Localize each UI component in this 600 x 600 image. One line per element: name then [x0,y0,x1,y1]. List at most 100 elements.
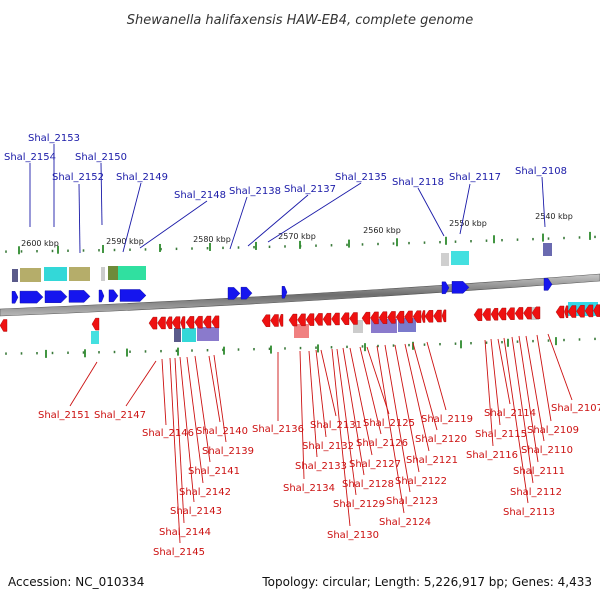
axis-tick-label: 2580 kbp [193,235,231,244]
label-leader-line [186,356,204,484]
gene-label[interactable]: Shal_2137 [284,184,336,195]
gene-label[interactable]: Shal_2153 [28,133,80,144]
gene-label[interactable]: Shal_2136 [252,424,304,435]
axis-tick [408,241,410,245]
gene-label[interactable]: Shal_2132 [302,441,354,452]
label-leader-line [404,343,430,452]
gene-label[interactable]: Shal_2151 [38,410,90,421]
gene-label[interactable]: Shal_2113 [503,507,555,518]
gene-label[interactable]: Shal_2152 [52,172,104,183]
axis-tick [84,349,86,358]
gene-label[interactable]: Shal_2131 [310,420,362,431]
gene-label[interactable]: Shal_2140 [196,426,248,437]
gene-label[interactable]: Shal_2150 [75,152,127,163]
axis-tick [470,239,472,243]
label-leader-line [511,336,534,484]
gene-label[interactable]: Shal_2124 [379,517,431,528]
gene-label[interactable]: Shal_2110 [521,445,573,456]
gene-label[interactable]: Shal_2129 [333,499,385,510]
map-title: Shewanella halifaxensis HAW-EB4, complet… [127,13,473,28]
label-leader-line [308,350,318,458]
forward-gene-arrow [98,289,105,303]
axis-tick [423,241,426,244]
genome-summary-text: Topology: circular; Length: 5,226,917 bp… [261,575,592,589]
gene-label[interactable]: Shal_2141 [188,466,240,477]
label-leader-line [331,348,351,527]
gene-label[interactable]: Shal_2125 [363,418,415,429]
gene-label[interactable]: Shal_2126 [356,438,408,449]
reverse-gene-arrow [593,304,600,317]
axis-tick [485,239,488,242]
axis-tick [547,339,550,342]
axis-tick [501,238,503,242]
reverse-gene-arrow [270,314,279,327]
gene-label[interactable]: Shal_2107 [551,403,600,414]
feature-block [182,328,196,342]
forward-gene-arrow [451,281,470,294]
label-leader-line [213,354,227,443]
gene-label[interactable]: Shal_2119 [421,414,473,425]
gene-label[interactable]: Shal_2134 [283,483,335,494]
gene-label[interactable]: Shal_2139 [202,446,254,457]
axis-tick [532,339,534,343]
gene-label[interactable]: Shal_2115 [475,429,527,440]
gene-label[interactable]: Shal_2111 [513,466,565,477]
label-leader-line [459,183,471,235]
gene-label[interactable]: Shal_2138 [229,186,281,197]
gene-label[interactable]: Shal_2108 [515,166,567,177]
axis-tick [206,349,209,352]
forward-gene-arrow [108,289,119,303]
reverse-gene-arrow [165,316,173,329]
reverse-gene-arrow [305,313,315,326]
axis-tick [423,343,426,346]
gene-label[interactable]: Shal_2135 [335,172,387,183]
gene-label[interactable]: Shal_2120 [415,434,467,445]
gene-label[interactable]: Shal_2143 [170,506,222,517]
gene-label[interactable]: Shal_2109 [527,425,579,436]
feature-block [108,266,118,280]
gene-label[interactable]: Shal_2112 [510,487,562,498]
gene-label[interactable]: Shal_2117 [449,172,501,183]
gene-label[interactable]: Shal_2149 [116,172,168,183]
gene-label[interactable]: Shal_2154 [4,152,56,163]
axis-tick [485,341,488,344]
gene-label[interactable]: Shal_2121 [406,455,458,466]
gene-label[interactable]: Shal_2116 [466,450,518,461]
gene-label[interactable]: Shal_2118 [392,177,444,188]
gene-label[interactable]: Shal_2142 [179,487,231,498]
axis-tick [51,249,54,253]
axis-tick [346,243,348,247]
axis-tick [299,346,302,350]
gene-label[interactable]: Shal_2122 [395,476,447,487]
axis-tick [330,346,333,349]
gene-label[interactable]: Shal_2146 [142,428,194,439]
gene-label[interactable]: Shal_2130 [327,530,379,541]
axis-tick [82,249,85,252]
axis-tick [144,350,147,353]
label-leader-line [208,355,221,423]
gene-label[interactable]: Shal_2127 [349,459,401,470]
gene-label[interactable]: Shal_2147 [94,410,146,421]
gene-label[interactable]: Shal_2148 [174,190,226,201]
label-leader-line [69,361,98,407]
feature-block [197,327,219,341]
gene-label[interactable]: Shal_2114 [484,408,536,419]
forward-gene-arrow [441,281,450,295]
axis-tick [237,246,240,249]
axis-tick [270,345,272,354]
gene-label[interactable]: Shal_2128 [342,479,394,490]
gene-label[interactable]: Shal_2145 [153,547,205,558]
axis-tick [159,243,161,252]
axis-tick [57,245,59,254]
axis-tick [129,248,131,251]
axis-tick [144,248,147,251]
axis-tick [253,347,255,351]
gene-label[interactable]: Shal_2123 [386,496,438,507]
label-leader-line [342,347,365,476]
gene-label[interactable]: Shal_2133 [295,461,347,472]
gene-label[interactable]: Shal_2144 [159,527,211,538]
label-leader-line [320,349,337,417]
reverse-gene-arrow [555,305,565,319]
feature-block [101,267,105,281]
